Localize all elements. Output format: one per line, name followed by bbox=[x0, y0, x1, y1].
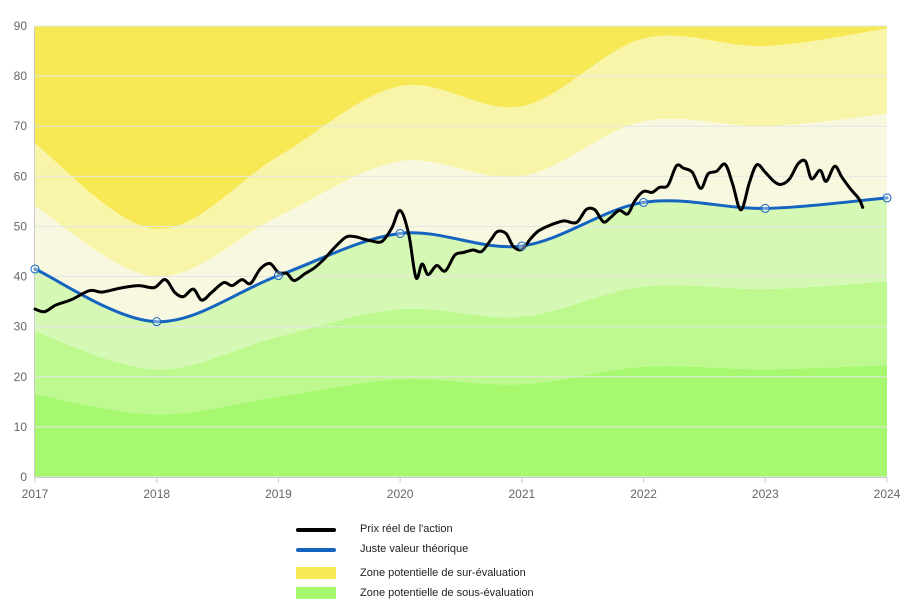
fair-value-point[interactable] bbox=[152, 317, 162, 327]
legend-label-undervaluation: Zone potentielle de sous-évaluation bbox=[360, 587, 534, 599]
fair-value-line bbox=[33, 196, 889, 324]
y-tick-label: 80 bbox=[14, 69, 28, 83]
fair-value-point[interactable] bbox=[639, 197, 649, 207]
fair-value-series bbox=[33, 196, 889, 324]
fair-value-point[interactable] bbox=[273, 271, 283, 281]
band-over-1 bbox=[35, 113, 887, 322]
x-tick-label: 2022 bbox=[630, 487, 657, 501]
axes: 2017 2018 2019 2020 2021 2022 2023 2024 bbox=[22, 26, 901, 501]
legend-label-price: Prix réel de l'action bbox=[360, 523, 453, 535]
band-under-2 bbox=[35, 281, 887, 415]
x-tick-label: 2023 bbox=[752, 487, 779, 501]
legend-item-overvaluation[interactable]: Zone potentielle de sur-évaluation bbox=[296, 564, 696, 586]
y-tick-label: 30 bbox=[14, 320, 28, 334]
fair-value-point[interactable] bbox=[882, 193, 892, 203]
x-tick-label: 2020 bbox=[387, 487, 414, 501]
x-tick-label: 2021 bbox=[509, 487, 536, 501]
band-over-3 bbox=[35, 26, 887, 229]
x-tick-label: 2019 bbox=[265, 487, 292, 501]
fair-value-point[interactable] bbox=[30, 264, 40, 274]
legend-label-fair-value: Juste valeur théorique bbox=[360, 543, 469, 555]
y-tick-label: 50 bbox=[14, 219, 28, 233]
legend-swatch-price bbox=[296, 528, 336, 532]
y-tick-label: 10 bbox=[14, 420, 28, 434]
price-series bbox=[33, 158, 865, 314]
fair-value-point[interactable] bbox=[760, 203, 770, 213]
legend-item-undervaluation[interactable]: Zone potentielle de sous-évaluation bbox=[296, 586, 696, 608]
x-tick-label: 2024 bbox=[874, 487, 901, 501]
x-tick-label: 2018 bbox=[143, 487, 170, 501]
price-line bbox=[33, 158, 865, 314]
y-tick-label: 60 bbox=[14, 169, 28, 183]
fair-value-point[interactable] bbox=[395, 228, 405, 238]
legend: Prix réel de l'action Juste valeur théor… bbox=[296, 520, 696, 608]
y-tick-label: 90 bbox=[14, 19, 28, 33]
legend-swatch-overvaluation bbox=[296, 567, 336, 579]
fair-value-point[interactable] bbox=[517, 241, 527, 251]
x-tick-label: 2017 bbox=[22, 487, 49, 501]
y-tick-label: 70 bbox=[14, 119, 28, 133]
legend-label-overvaluation: Zone potentielle de sur-évaluation bbox=[360, 567, 526, 579]
fair-value-markers bbox=[30, 193, 892, 327]
band-over-2 bbox=[35, 28, 887, 277]
y-tick-label: 40 bbox=[14, 270, 28, 284]
legend-item-fair-value[interactable]: Juste valeur théorique bbox=[296, 542, 696, 564]
band-under-3 bbox=[35, 365, 887, 477]
legend-swatch-undervaluation bbox=[296, 587, 336, 599]
gridlines: 0 10 20 30 40 50 60 70 80 90 bbox=[14, 19, 887, 484]
y-tick-label: 0 bbox=[20, 470, 27, 484]
valuation-bands bbox=[35, 26, 887, 477]
legend-swatch-fair-value bbox=[296, 548, 336, 552]
y-tick-label: 20 bbox=[14, 370, 28, 384]
legend-item-price[interactable]: Prix réel de l'action bbox=[296, 520, 696, 542]
